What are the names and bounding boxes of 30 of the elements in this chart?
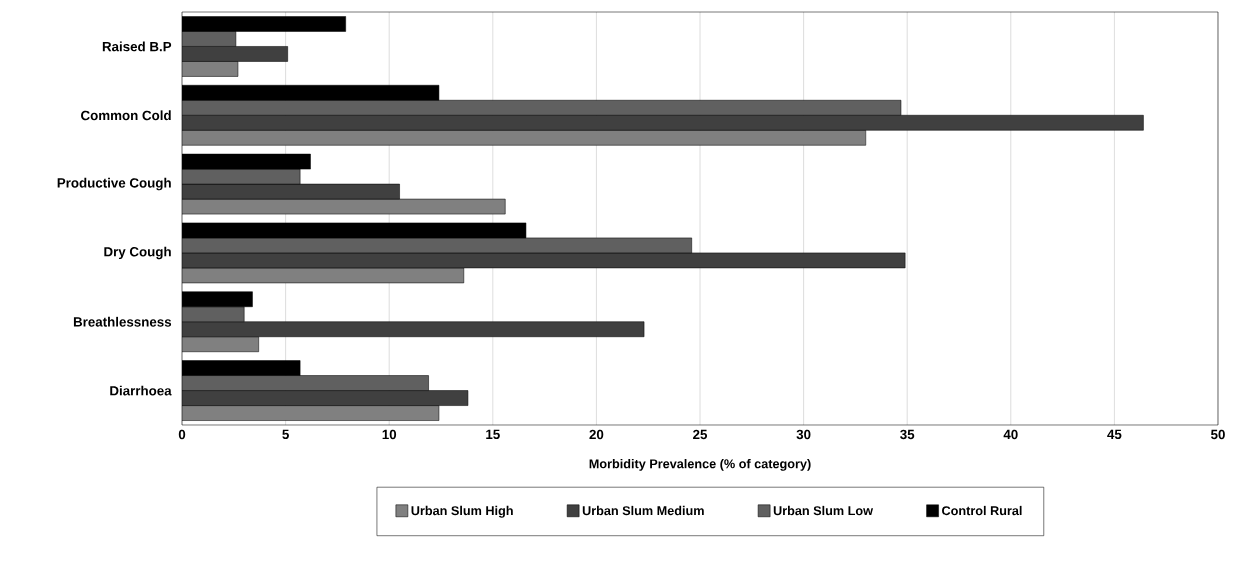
bar	[182, 61, 239, 77]
legend-label: Urban Slum High	[411, 505, 513, 518]
x-tick-label: 15	[486, 429, 500, 439]
bar	[182, 336, 259, 353]
x-tick-label: 40	[1003, 429, 1018, 440]
legend-label: Control Rural	[942, 505, 1022, 516]
x-tick-label: 5	[282, 429, 289, 439]
y-tick-label: Breathlessness	[73, 316, 172, 327]
y-tick-label: Dry Cough	[104, 246, 171, 260]
y-tick-label: Raised B.P	[102, 41, 172, 52]
x-tick-label: 50	[1211, 429, 1225, 440]
bar	[182, 129, 867, 146]
x-tick-label: 25	[693, 429, 708, 440]
x-tick-label: 0	[178, 429, 186, 440]
x-tick-label: 30	[796, 429, 811, 440]
x-tick-label: 10	[382, 429, 397, 440]
legend-label: Urban Slum Low	[773, 505, 874, 516]
x-axis-title: Morbidity Prevalence (% of category)	[589, 458, 811, 471]
x-tick-label: 35	[900, 429, 915, 440]
bar	[182, 306, 245, 323]
x-tick-label: 20	[589, 429, 604, 440]
legend-label: Urban Slum Medium	[582, 505, 704, 516]
y-tick-label: Common Cold	[81, 110, 171, 121]
y-tick-label: Productive Cough	[57, 177, 171, 191]
bar	[182, 99, 902, 116]
bar	[182, 405, 440, 421]
bar	[182, 375, 429, 391]
y-tick-label: Diarrhoea	[110, 385, 172, 396]
x-tick-label: 45	[1107, 429, 1122, 439]
bar	[182, 31, 237, 47]
